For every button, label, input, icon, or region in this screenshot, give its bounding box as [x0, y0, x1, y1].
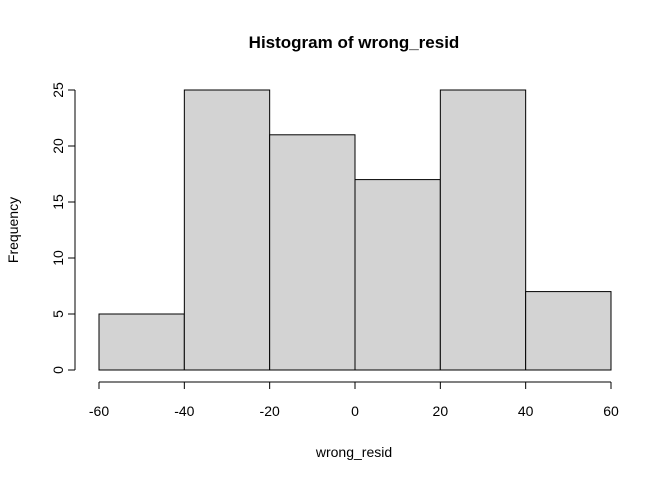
x-tick-label-4: 20	[433, 403, 449, 419]
chart-title: Histogram of wrong_resid	[249, 33, 460, 52]
x-tick-label-3: 0	[351, 403, 359, 419]
bar-3	[354, 179, 441, 371]
y-tick-label-5: 25	[50, 82, 66, 98]
y-axis-label: Frequency	[5, 197, 21, 263]
bar-5	[525, 291, 612, 371]
x-axis-label: wrong_resid	[315, 444, 392, 460]
bars-group	[98, 89, 612, 371]
y-tick-label-1: 5	[50, 310, 66, 318]
x-tick-label-2: -20	[260, 403, 280, 419]
bar-1	[183, 89, 271, 371]
y-tick-label-0: 0	[50, 366, 66, 374]
bar-4	[439, 89, 527, 371]
x-tick-label-1: -40	[174, 403, 194, 419]
y-tick-label-4: 20	[50, 138, 66, 154]
bar-2	[269, 134, 356, 371]
x-tick-label-6: 60	[603, 403, 619, 419]
bar-0	[98, 313, 185, 371]
y-tick-label-3: 15	[50, 194, 66, 210]
x-tick-label-5: 40	[518, 403, 534, 419]
y-axis: 0 5 10 15 20 25	[50, 82, 76, 374]
x-tick-label-0: -60	[89, 403, 109, 419]
y-tick-label-2: 10	[50, 250, 66, 266]
x-axis: -60 -40 -20 0 20 40 60	[89, 381, 619, 419]
